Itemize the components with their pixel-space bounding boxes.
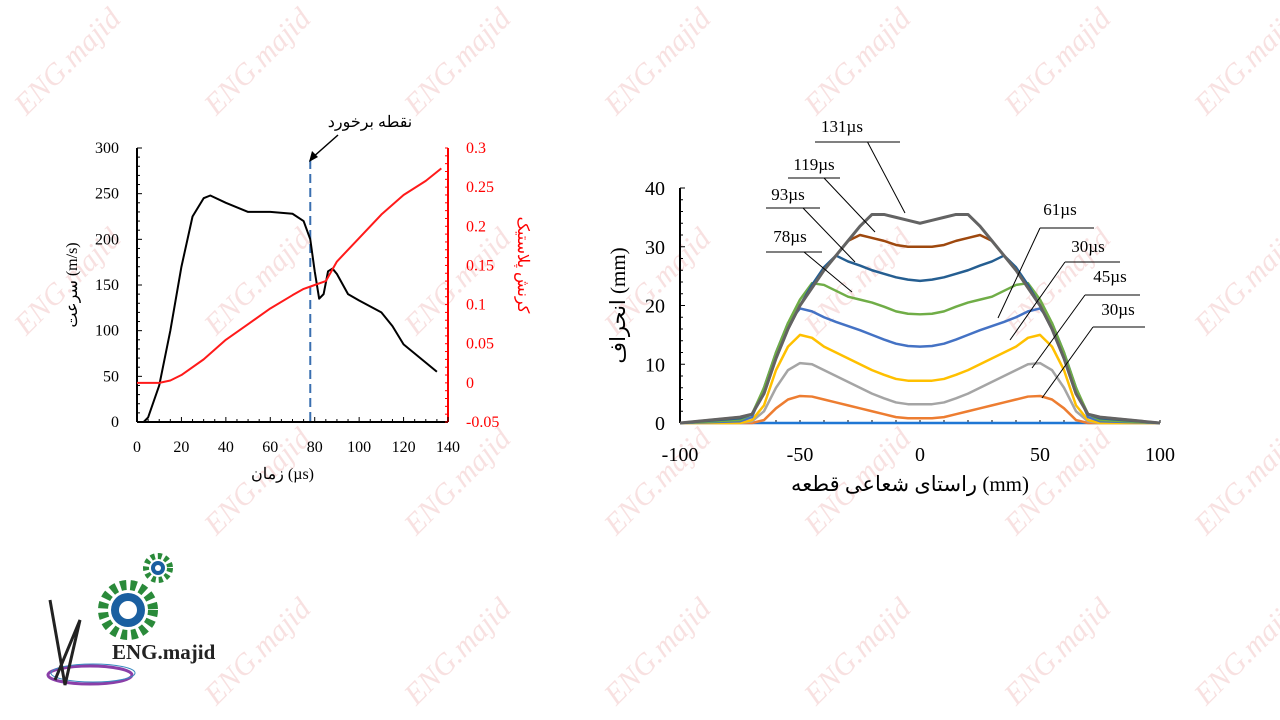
y2-axis-label: کرنش پلاستیک [514, 217, 531, 314]
deflection-series [680, 394, 1160, 425]
series-label: 78µs [773, 227, 806, 246]
x-tick-label: 0 [133, 439, 141, 456]
series-label: 119µs [793, 155, 834, 174]
x-tick-label: 80 [307, 439, 323, 456]
y-tick-label: 200 [95, 231, 119, 248]
y-tick-label: 10 [645, 354, 665, 376]
x-tick-label: 100 [347, 439, 371, 456]
x-tick-label: 100 [1145, 444, 1175, 466]
series-label: 131µs [821, 117, 863, 136]
x-tick-label: 0 [915, 444, 925, 466]
gear-logo-icon [46, 553, 173, 686]
y2-tick-label: 0.15 [466, 257, 494, 274]
x-tick-label: -50 [787, 444, 814, 466]
y-tick-label: 0 [655, 413, 665, 435]
logo: ENG.majid [40, 550, 220, 700]
x-tick-label: 60 [262, 439, 278, 456]
x-tick-label: 20 [173, 439, 189, 456]
x-tick-label: 40 [218, 439, 234, 456]
label-leader-line [802, 207, 856, 263]
deflection-series [680, 333, 1160, 425]
x-axis-label: زمان (µs) [251, 466, 314, 483]
annotation-label: نقطه برخورد [328, 114, 413, 131]
series-label: 45µs [1093, 267, 1126, 286]
y-tick-label: 300 [95, 140, 119, 157]
velocity-series [137, 194, 438, 423]
y-axis-label: سرعت (m/s) [64, 242, 81, 327]
y-tick-label: 40 [645, 178, 665, 200]
y-tick-label: 20 [645, 296, 665, 318]
left-chart: 050100150200250300-0.0500.050.10.150.20.… [64, 114, 531, 483]
series-label: 30µs [1101, 300, 1134, 319]
x-tick-label: 50 [1030, 444, 1050, 466]
x-tick-label: -100 [662, 444, 699, 466]
deflection-series [679, 254, 1161, 425]
deflection-series [679, 281, 1161, 425]
label-leader-line [1041, 326, 1094, 399]
y2-tick-label: 0.3 [466, 140, 486, 157]
y2-tick-label: -0.05 [466, 414, 499, 431]
deflection-series [679, 212, 1161, 425]
deflection-series [679, 307, 1161, 425]
x-tick-label: 140 [436, 439, 460, 456]
x-axis-label: راستای شعاعی قطعه (mm) [791, 472, 1029, 497]
series-label: 61µs [1043, 200, 1076, 219]
logo-text: ENG.majid [112, 640, 216, 664]
series-label: 30µs [1071, 237, 1104, 256]
y-tick-label: 150 [95, 277, 119, 294]
y2-tick-label: 0.1 [466, 297, 486, 314]
label-leader-line [1031, 294, 1086, 369]
y2-tick-label: 0.2 [466, 218, 486, 235]
annotation-arrow [311, 134, 339, 159]
label-leader-line [1009, 261, 1066, 341]
label-leader-line [823, 177, 876, 233]
right-chart: 0 10 20 30 40 -100 -50 0 50 100 راستای شعاعی قطعه … [606, 117, 1175, 497]
y-axis-label: انحراف (mm) [606, 247, 631, 363]
label-leader-line [803, 251, 853, 293]
y-tick-label: 30 [645, 237, 665, 259]
series-label: 93µs [771, 185, 804, 204]
strain-series [137, 167, 442, 384]
arrow-head-icon [309, 151, 318, 162]
label-leader-line [867, 141, 906, 214]
y-tick-label: 100 [95, 323, 119, 340]
deflection-series [679, 233, 1161, 425]
x-tick-label: 120 [392, 439, 416, 456]
deflection-series [680, 361, 1160, 425]
y-tick-label: 250 [95, 186, 119, 203]
y2-tick-label: 0 [466, 375, 474, 392]
y-tick-label: 0 [111, 414, 119, 431]
label-leader-line [997, 227, 1041, 319]
y2-tick-label: 0.05 [466, 336, 494, 353]
y2-tick-label: 0.25 [466, 179, 494, 196]
y-tick-label: 50 [103, 368, 119, 385]
